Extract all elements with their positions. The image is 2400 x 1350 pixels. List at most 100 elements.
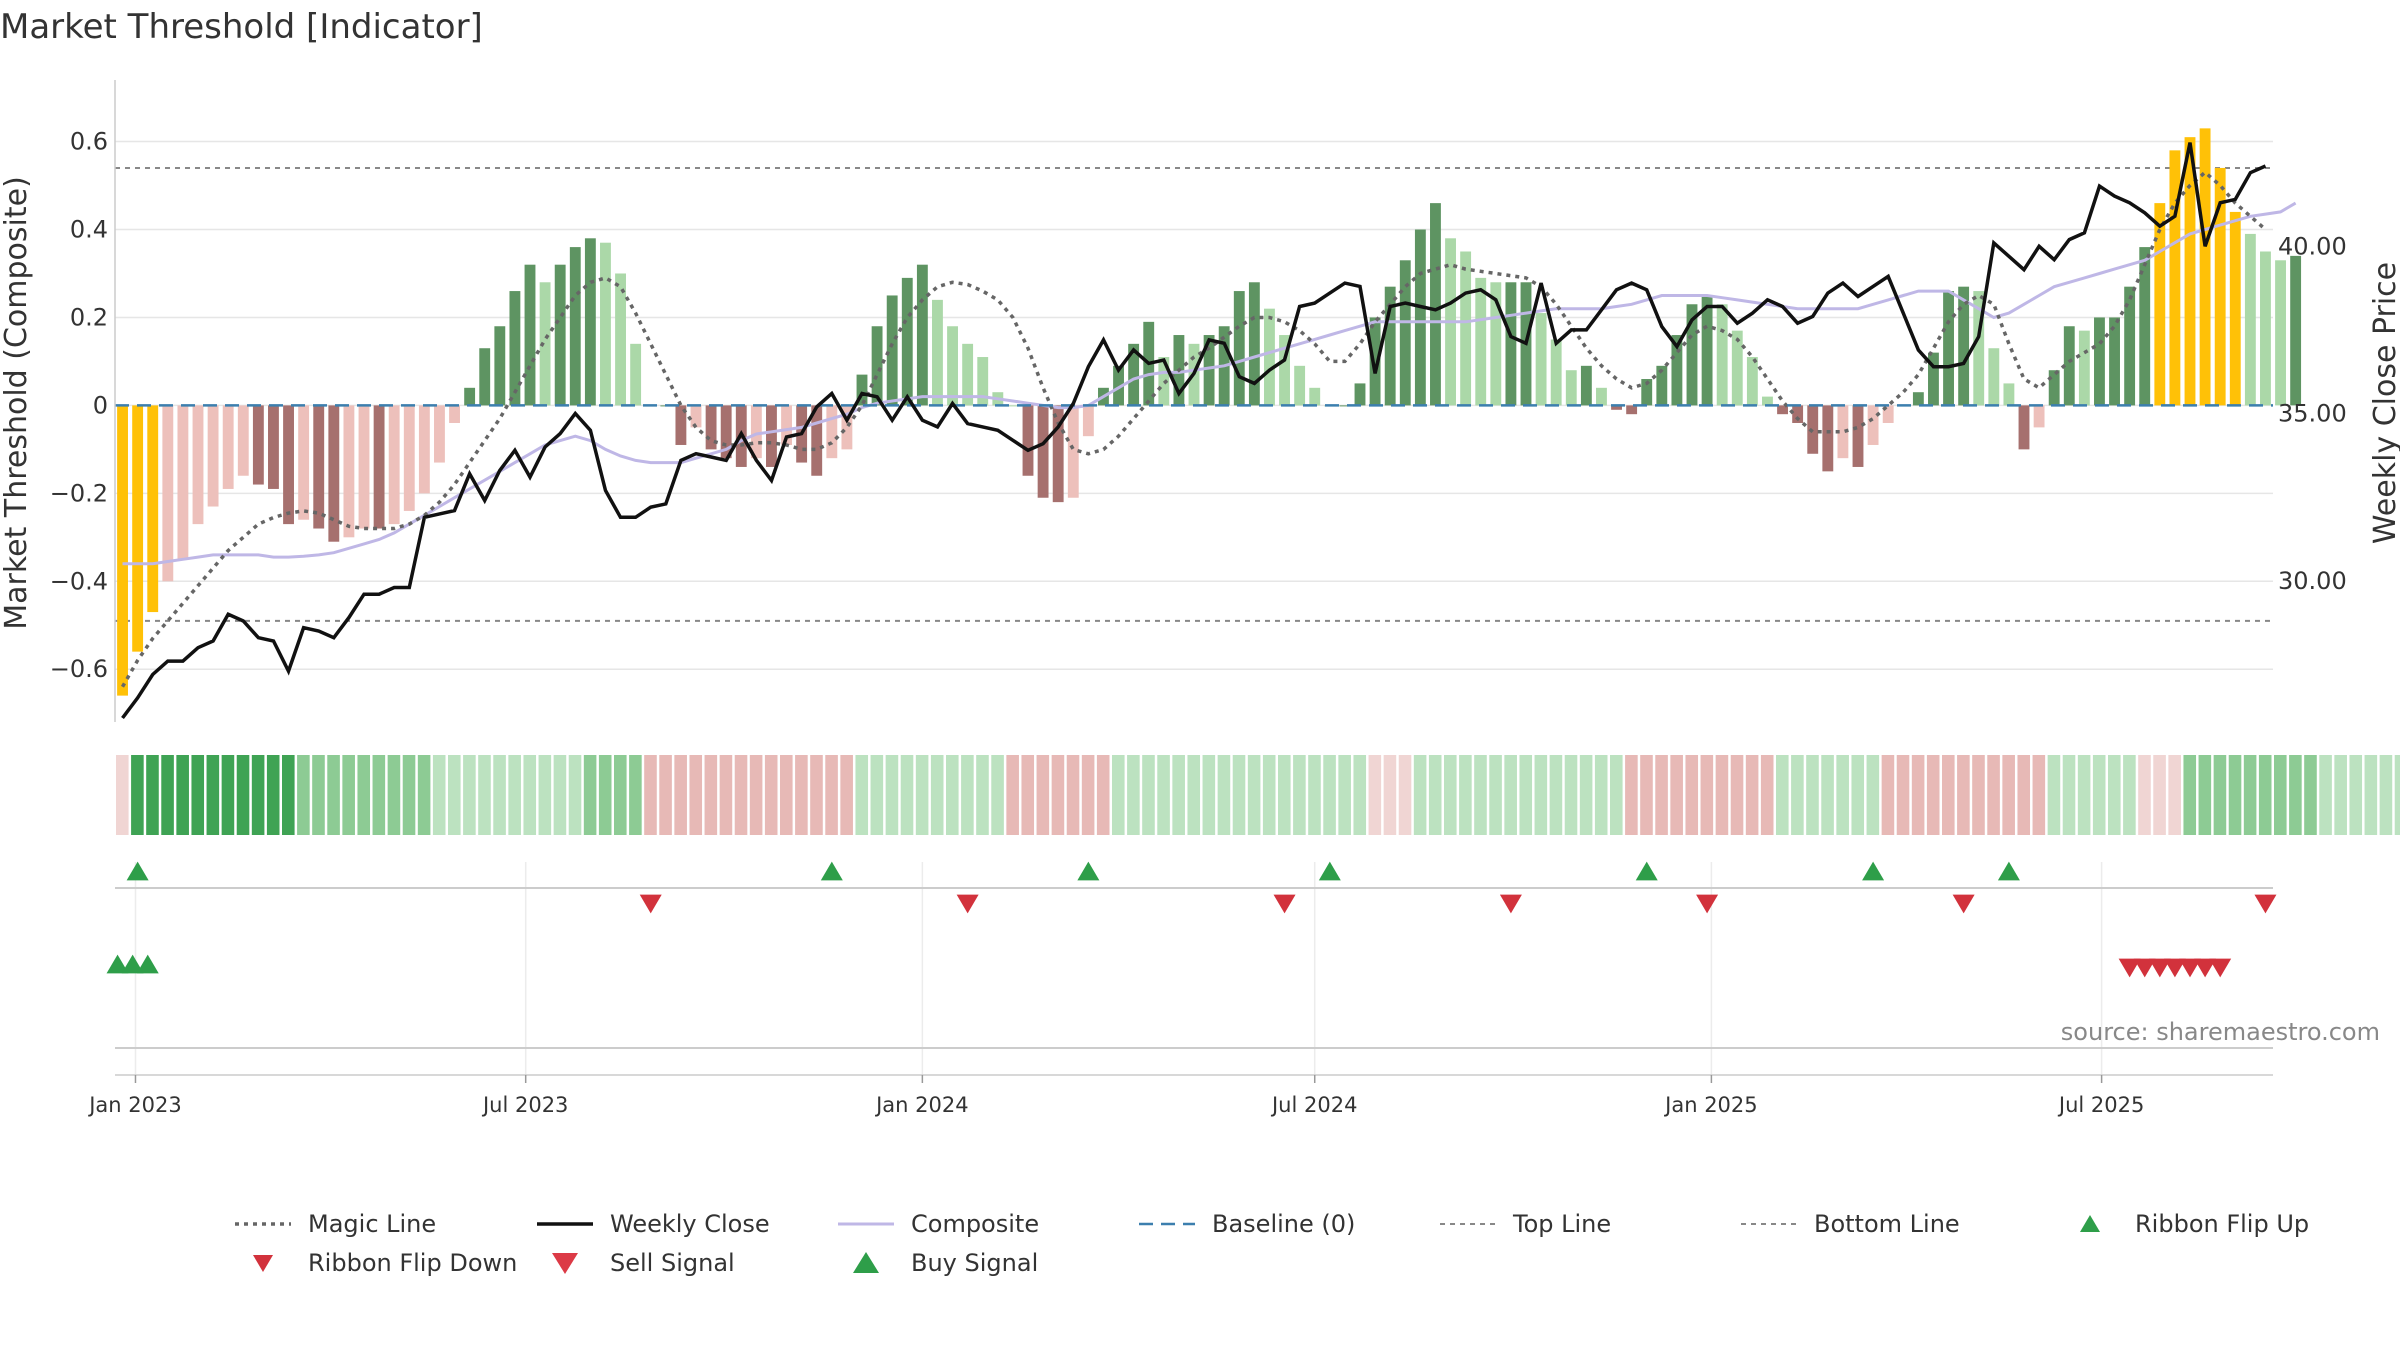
composite-bar <box>2048 370 2060 406</box>
ribbon-cell <box>780 755 793 835</box>
ribbon-cell <box>1368 755 1382 835</box>
legend-item: Composite <box>838 1210 1039 1238</box>
composite-bar <box>1535 313 1547 406</box>
ribbon-flip-up-marker <box>1635 861 1658 881</box>
ribbon-cell <box>161 755 174 835</box>
ribbon-cell <box>840 755 853 835</box>
composite-bar <box>916 264 928 406</box>
composite-bar <box>464 387 476 406</box>
ribbon-cell <box>327 755 340 835</box>
y-tick-label: −0.2 <box>50 479 108 507</box>
ribbon-cell <box>976 755 989 835</box>
ribbon-flip-down-marker <box>1696 894 1719 914</box>
legend-label: Ribbon Flip Up <box>2135 1210 2309 1238</box>
ribbon-cell <box>2092 755 2106 835</box>
legend-swatch <box>853 1252 879 1273</box>
ribbon-cell <box>1745 755 1759 835</box>
legend-item: Bottom Line <box>1741 1210 1960 1238</box>
composite-bar <box>2260 251 2271 406</box>
ribbon-cell <box>1172 755 1185 835</box>
ribbon-cell <box>1157 755 1170 835</box>
ribbon-cell <box>1474 755 1487 835</box>
ribbon-cell <box>191 755 205 835</box>
composite-bar <box>1113 365 1124 406</box>
ribbon-cell <box>1398 755 1412 835</box>
composite-bar <box>781 405 792 445</box>
ribbon-cell <box>614 755 627 835</box>
ribbon-cell <box>2213 755 2227 835</box>
composite-bar <box>2078 330 2090 406</box>
composite-bar <box>1852 405 1864 467</box>
ribbon-cell <box>146 755 159 835</box>
ribbon-cell <box>2002 755 2015 835</box>
composite-bar <box>1384 286 1396 406</box>
composite-bar <box>2139 247 2151 406</box>
ribbon-flip-down-marker <box>956 894 979 914</box>
composite-bar <box>1475 277 1487 406</box>
composite-bar <box>2275 260 2286 406</box>
ribbon-cell <box>1383 755 1397 835</box>
ribbon-cell <box>1081 755 1095 835</box>
ribbon-cell <box>2077 755 2091 835</box>
ribbon-cell <box>1504 755 1517 835</box>
ribbon-cell <box>1112 755 1125 835</box>
x-tick-label: Jan 2025 <box>1663 1093 1758 1117</box>
ribbon-cell <box>1428 755 1442 835</box>
ribbon-cell <box>583 755 597 835</box>
sell-signal-marker <box>2133 958 2156 978</box>
composite-bar <box>554 264 566 406</box>
legend-label: Composite <box>911 1210 1039 1238</box>
ribbon-cell <box>1262 755 1276 835</box>
ribbon-cell <box>719 755 733 835</box>
ribbon-cell <box>795 755 808 835</box>
composite-bar <box>1052 405 1064 503</box>
ribbon-cell <box>2394 755 2400 835</box>
ribbon-cell <box>1715 755 1729 835</box>
legend-item: Weekly Close <box>537 1210 770 1238</box>
chart-title: Market Threshold [Indicator] <box>0 7 483 47</box>
composite-bar <box>1641 379 1653 406</box>
composite-bar <box>750 405 762 459</box>
composite-bar <box>1988 348 2000 406</box>
composite-bar <box>1565 370 1577 406</box>
ribbon-cell <box>1006 755 1019 835</box>
composite-bar <box>2154 203 2166 406</box>
composite-bar <box>1716 304 1728 406</box>
ribbon-cell <box>236 755 250 835</box>
composite-bar <box>2018 405 2030 450</box>
composite-bar <box>1550 339 1562 406</box>
composite-bars <box>117 128 2302 696</box>
ribbon-cell <box>1625 755 1638 835</box>
ribbon-cell <box>1413 755 1427 835</box>
composite-bar <box>1339 405 1351 407</box>
ribbon-cell <box>2108 755 2121 835</box>
composite-bar <box>1264 308 1275 406</box>
ribbon-cell <box>1579 755 1593 835</box>
composite-bar <box>1867 405 1879 445</box>
signal-panel: Jan 2023 Jul 2023 Jan 2024 Jul 2024 Jan 2025… <box>87 861 2380 1117</box>
composite-bar <box>630 343 642 406</box>
ribbon-cell <box>2153 755 2166 835</box>
ribbon-flip-down-marker <box>1499 894 1522 914</box>
ribbon-cell <box>1836 755 1849 835</box>
legend-label: Baseline (0) <box>1212 1210 1355 1238</box>
composite-bar <box>1882 405 1894 423</box>
ribbon-cell <box>1791 755 1804 835</box>
composite-bar <box>886 295 898 406</box>
composite-bar <box>1022 405 1034 476</box>
ribbon-cell <box>538 755 552 835</box>
ribbon-cell <box>2198 755 2212 835</box>
ribbon-cell <box>463 755 476 835</box>
ribbon-cell <box>810 755 823 835</box>
composite-bar <box>720 405 732 459</box>
ribbon-cell <box>2032 755 2046 835</box>
ribbon-cell <box>1217 755 1231 835</box>
y-axis-label: Market Threshold (Composite) <box>0 176 34 630</box>
legend-label: Ribbon Flip Down <box>308 1249 517 1277</box>
ribbon-cell <box>644 755 657 835</box>
composite-bar <box>207 405 219 507</box>
y-tick-label: 0.2 <box>70 303 108 331</box>
ribbon-cell <box>1670 755 1683 835</box>
ribbon-cell <box>402 755 416 835</box>
composite-bar <box>147 405 159 613</box>
